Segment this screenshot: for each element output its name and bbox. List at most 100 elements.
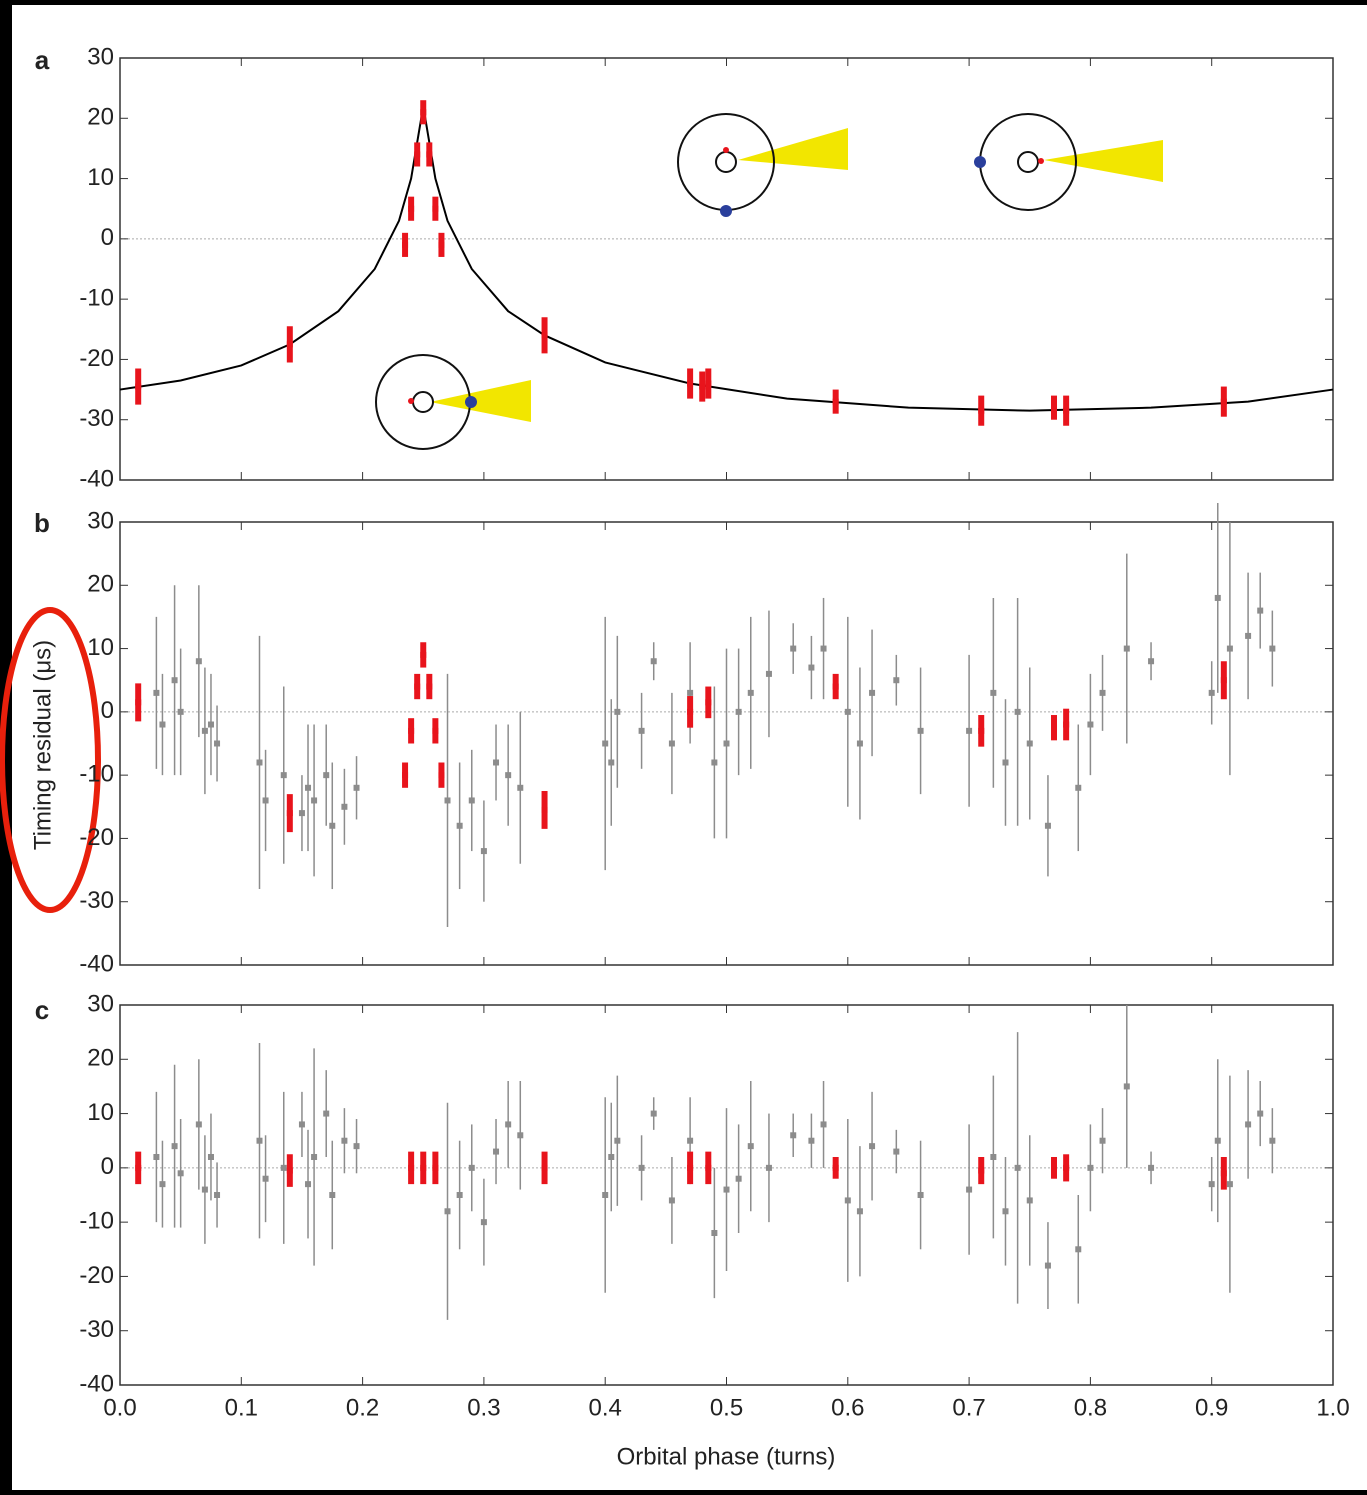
y-tick-label: 0 xyxy=(101,1153,114,1180)
data-point xyxy=(1051,404,1058,411)
orbit-insets xyxy=(375,113,1163,450)
data-point xyxy=(1123,645,1130,652)
data-point xyxy=(856,740,863,747)
fit-curve xyxy=(119,106,1334,412)
data-point xyxy=(408,727,415,734)
x-tick-label: 1.0 xyxy=(1316,1394,1349,1421)
x-tick-label: 0.6 xyxy=(831,1394,864,1421)
data-point xyxy=(468,1164,475,1171)
data-point xyxy=(1002,759,1009,766)
data-point xyxy=(650,1110,657,1117)
data-point xyxy=(1269,1137,1276,1144)
data-point xyxy=(1226,645,1233,652)
data-point xyxy=(735,708,742,715)
data-point xyxy=(311,797,318,804)
data-point xyxy=(808,1137,815,1144)
x-tick-label: 0.9 xyxy=(1195,1394,1228,1421)
data-point xyxy=(614,708,621,715)
data-point xyxy=(493,1148,500,1155)
data-point xyxy=(159,1181,166,1188)
data-point xyxy=(414,151,421,158)
data-point xyxy=(705,699,712,706)
data-point xyxy=(426,151,433,158)
y-tick-label: -40 xyxy=(79,465,114,492)
data-point xyxy=(1257,607,1264,614)
y-tick-label: 30 xyxy=(87,990,114,1017)
y-axis-label: Timing residual (μs) xyxy=(29,640,56,850)
data-point xyxy=(765,670,772,677)
y-tick-label: -40 xyxy=(79,1370,114,1397)
data-point xyxy=(820,645,827,652)
companion xyxy=(720,205,732,217)
data-point xyxy=(1257,1110,1264,1117)
data-point xyxy=(638,1164,645,1171)
highlight-ellipse xyxy=(0,607,101,913)
data-point xyxy=(705,380,712,387)
data-point xyxy=(262,1175,269,1182)
data-point xyxy=(153,689,160,696)
data-point xyxy=(735,1175,742,1182)
data-point xyxy=(1063,721,1070,728)
data-point xyxy=(1044,1262,1051,1269)
panel-label: a xyxy=(35,45,50,75)
data-point xyxy=(480,1219,487,1226)
data-point xyxy=(305,784,312,791)
data-point xyxy=(341,1137,348,1144)
data-point xyxy=(1063,1164,1070,1171)
data-point xyxy=(201,1186,208,1193)
data-point xyxy=(1245,1121,1252,1128)
data-point xyxy=(747,1143,754,1150)
data-point xyxy=(869,1143,876,1150)
data-point xyxy=(1099,689,1106,696)
pulsar-orbit xyxy=(1017,151,1039,173)
data-point xyxy=(608,759,615,766)
pulsar xyxy=(408,398,414,404)
y-tick-label: -10 xyxy=(79,760,114,787)
pulsar-orbit xyxy=(715,151,737,173)
y-tick-label: -20 xyxy=(79,824,114,851)
y-tick-label: -30 xyxy=(79,1316,114,1343)
data-point xyxy=(893,677,900,684)
data-point xyxy=(844,708,851,715)
data-point xyxy=(207,721,214,728)
data-point xyxy=(747,689,754,696)
data-point xyxy=(286,810,293,817)
data-point xyxy=(256,1137,263,1144)
data-point xyxy=(444,797,451,804)
data-point xyxy=(638,727,645,734)
y-tick-label: 10 xyxy=(87,1099,114,1126)
data-point xyxy=(990,1154,997,1160)
data-point xyxy=(1220,1170,1227,1177)
data-point xyxy=(480,848,487,855)
data-point xyxy=(1214,1137,1221,1144)
x-tick-label: 0.8 xyxy=(1074,1394,1107,1421)
data-point xyxy=(408,1164,415,1171)
data-point xyxy=(1075,1246,1082,1253)
data-point xyxy=(517,784,524,791)
beam xyxy=(1044,140,1163,182)
data-point xyxy=(711,1230,718,1236)
data-point xyxy=(687,1137,694,1144)
data-point xyxy=(493,759,500,766)
data-point xyxy=(1148,1164,1155,1171)
data-point xyxy=(420,109,427,116)
data-point xyxy=(135,383,142,390)
data-point xyxy=(414,683,421,690)
data-point xyxy=(1026,740,1033,747)
y-tick-label: -30 xyxy=(79,405,114,432)
data-point xyxy=(832,1164,839,1171)
companion xyxy=(465,396,477,408)
data-point xyxy=(286,341,293,348)
panel-label: c xyxy=(35,995,49,1025)
data-point xyxy=(687,1164,694,1171)
data-point xyxy=(1075,784,1082,791)
x-tick-label: 0.1 xyxy=(225,1394,258,1421)
data-point xyxy=(177,1170,184,1177)
y-tick-label: 20 xyxy=(87,1045,114,1072)
data-point xyxy=(1014,708,1021,715)
x-tick-label: 0.2 xyxy=(346,1394,379,1421)
data-point xyxy=(1214,594,1221,601)
data-point xyxy=(1087,1164,1094,1171)
data-point xyxy=(353,1143,360,1150)
